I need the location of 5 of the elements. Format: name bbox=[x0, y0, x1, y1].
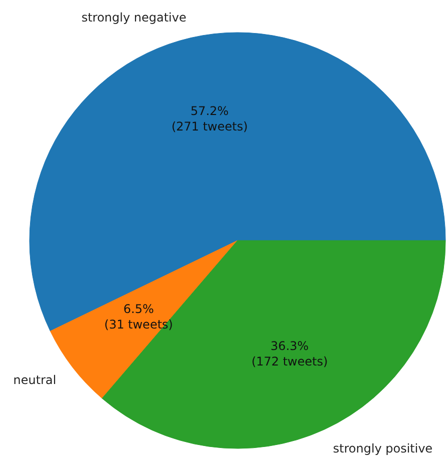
slice-label: strongly negative bbox=[81, 10, 186, 24]
slice-label: strongly positive bbox=[333, 441, 433, 456]
data-label: 57.2% (271 tweets) bbox=[171, 104, 248, 134]
data-label: 36.3% (172 tweets) bbox=[251, 339, 328, 369]
slice-label: neutral bbox=[13, 373, 56, 388]
